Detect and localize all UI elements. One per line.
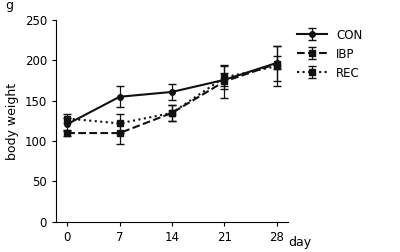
- Legend: CON, IBP, REC: CON, IBP, REC: [293, 24, 367, 84]
- X-axis label: day: day: [288, 236, 311, 249]
- Text: g: g: [5, 0, 13, 12]
- Y-axis label: body weight: body weight: [6, 82, 19, 160]
